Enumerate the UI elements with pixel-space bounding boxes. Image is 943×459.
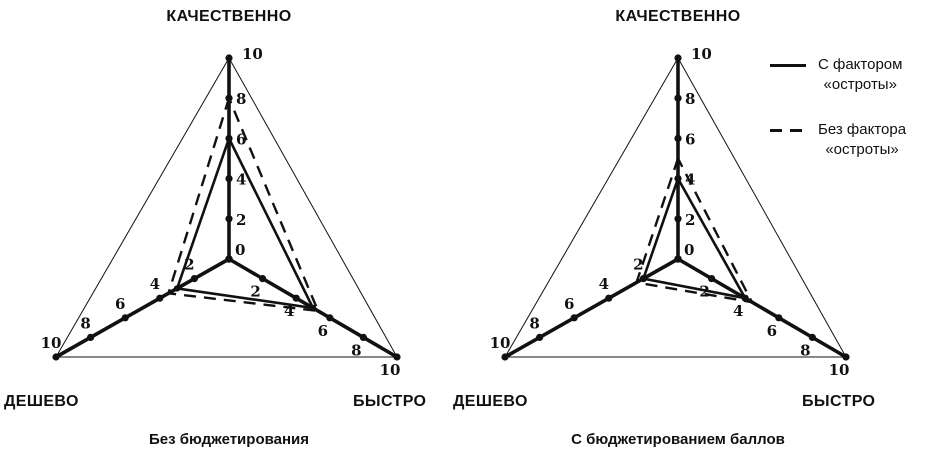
svg-text:6: 6 bbox=[318, 322, 328, 340]
svg-text:4: 4 bbox=[599, 275, 609, 293]
svg-text:10: 10 bbox=[691, 45, 712, 63]
svg-text:8: 8 bbox=[685, 90, 695, 108]
legend: С фактором «остроты» Без фактора «острот… bbox=[770, 55, 940, 160]
chart-caption: С бюджетированием баллов bbox=[571, 431, 785, 448]
axis-label-quality: КАЧЕСТВЕННО bbox=[615, 8, 741, 25]
svg-text:8: 8 bbox=[529, 314, 539, 332]
axis-label-cheap: ДЕШЕВО bbox=[4, 393, 79, 410]
svg-text:2: 2 bbox=[184, 256, 194, 274]
svg-text:10: 10 bbox=[829, 361, 850, 379]
chart-caption: Без бюджетирования bbox=[148, 431, 310, 448]
solid-line-icon bbox=[770, 64, 806, 67]
svg-text:4: 4 bbox=[150, 275, 160, 293]
svg-text:0: 0 bbox=[235, 241, 245, 259]
svg-text:6: 6 bbox=[236, 130, 246, 148]
radar-chart-without-budgeting: 0 2 4 6 8 10 2 4 6 8 10 2 4 6 8 10 КАЧЕСТВЕННО ДЕШЕВО Б… bbox=[0, 0, 470, 459]
svg-text:6: 6 bbox=[767, 322, 777, 340]
svg-text:10: 10 bbox=[380, 361, 401, 379]
svg-text:10: 10 bbox=[41, 334, 62, 352]
axis-label-fast: БЫСТРО bbox=[802, 393, 876, 410]
svg-text:10: 10 bbox=[242, 45, 263, 63]
legend-label-dashed-line1: Без фактора bbox=[818, 120, 907, 138]
legend-entry-solid: С фактором «остроты» bbox=[770, 55, 940, 96]
svg-text:4: 4 bbox=[236, 171, 246, 189]
svg-text:10: 10 bbox=[490, 334, 511, 352]
dashed-line-icon bbox=[770, 128, 806, 132]
legend-label-dashed-line2: «остроты» bbox=[825, 140, 899, 158]
svg-text:2: 2 bbox=[685, 211, 695, 229]
svg-text:4: 4 bbox=[733, 302, 743, 320]
svg-text:8: 8 bbox=[236, 90, 246, 108]
legend-entry-dashed: Без фактора «остроты» bbox=[770, 120, 940, 161]
svg-text:8: 8 bbox=[351, 341, 361, 359]
axis-label-quality: КАЧЕСТВЕННО bbox=[166, 8, 292, 25]
svg-text:2: 2 bbox=[236, 211, 246, 229]
svg-text:2: 2 bbox=[250, 283, 260, 301]
svg-text:6: 6 bbox=[564, 295, 574, 313]
svg-text:4: 4 bbox=[284, 302, 294, 320]
legend-label-solid-line2: «остроты» bbox=[823, 76, 897, 94]
svg-text:4: 4 bbox=[685, 171, 695, 189]
radar-plot-right: 0 2 4 6 8 10 2 4 6 8 10 2 4 6 8 10 bbox=[490, 45, 850, 379]
svg-text:6: 6 bbox=[685, 130, 695, 148]
radar-plot-left: 0 2 4 6 8 10 2 4 6 8 10 2 4 6 8 10 bbox=[41, 45, 401, 379]
svg-text:8: 8 bbox=[800, 341, 810, 359]
svg-text:8: 8 bbox=[80, 314, 90, 332]
svg-text:2: 2 bbox=[699, 283, 709, 301]
legend-label-solid-line1: С фактором bbox=[818, 56, 903, 73]
svg-text:6: 6 bbox=[115, 295, 125, 313]
svg-text:0: 0 bbox=[684, 241, 694, 259]
radar-chart-with-budgeting: 0 2 4 6 8 10 2 4 6 8 10 2 4 6 8 10 КАЧЕСТВЕННО ДЕШЕВО Б… bbox=[449, 0, 919, 459]
svg-text:2: 2 bbox=[633, 256, 643, 274]
axis-label-fast: БЫСТРО bbox=[353, 393, 427, 410]
axis-label-cheap: ДЕШЕВО bbox=[453, 393, 528, 410]
